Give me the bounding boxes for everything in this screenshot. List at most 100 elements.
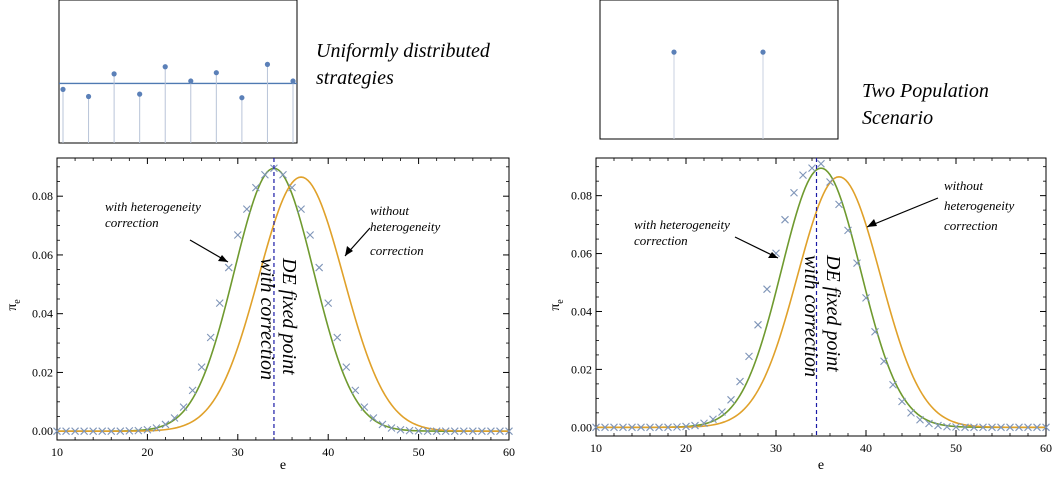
- right-inset-marks: [671, 49, 766, 139]
- left-y-axis-label-group: πe: [5, 299, 23, 311]
- right-data-marker: [844, 226, 852, 235]
- left-y-axis-symbol: π: [5, 304, 20, 311]
- right-data-marker: [979, 423, 987, 432]
- right-data-marker: [646, 423, 654, 432]
- left-x-tick-label: 50: [413, 445, 425, 459]
- right-without-correction-label-1: without: [944, 178, 983, 193]
- right-data-marker: [907, 408, 915, 417]
- right-data-marker: [1015, 423, 1023, 432]
- left-data-marker: [351, 386, 360, 395]
- right-without-arrow-head: [867, 219, 877, 227]
- left-inset-point: [213, 70, 219, 76]
- right-data-marker: [952, 423, 960, 431]
- right-data-marker: [610, 423, 618, 432]
- right-data-marker: [682, 422, 690, 431]
- right-data-marker: [817, 159, 825, 168]
- left-y-tick-label: 0.00: [32, 424, 53, 438]
- right-series: [592, 158, 1050, 436]
- left-series: [53, 158, 513, 440]
- left-x-tick-label: 60: [503, 445, 515, 459]
- left-inset-point: [188, 78, 194, 84]
- left-data-marker: [505, 427, 513, 436]
- right-data-marker: [700, 419, 708, 428]
- right-data-marker: [718, 408, 726, 416]
- left-data-marker: [315, 263, 324, 272]
- right-data-marker: [799, 171, 807, 179]
- left-data-marker: [459, 427, 468, 436]
- left-with-arrow-head: [218, 255, 228, 262]
- right-y-tick-label: 0.00: [571, 420, 592, 434]
- left-fixed-point-label-2: with correction: [256, 258, 278, 380]
- right-inset-point: [760, 49, 766, 55]
- right-inset: [599, 0, 839, 140]
- right-data-marker: [754, 320, 762, 329]
- left-caption-line-2: strategies: [316, 67, 394, 89]
- right-data-marker: [790, 188, 798, 197]
- right-x-tick-label: 30: [770, 441, 782, 455]
- right-data-marker: [826, 178, 834, 186]
- left-data-marker: [143, 425, 152, 434]
- left-data-marker: [396, 425, 405, 434]
- left-inset-point: [137, 91, 143, 97]
- right-data-marker: [835, 200, 843, 209]
- right-data-marker: [961, 423, 969, 432]
- right-data-marker: [1024, 423, 1032, 432]
- right-ticks: 10 20 30 40 50 60 0.00 0.02 0.04 0.06 0.08: [571, 158, 1052, 455]
- left-data-marker: [423, 427, 432, 436]
- left-data-marker: [170, 414, 179, 422]
- left-y-axis-label: πe: [5, 299, 23, 311]
- left-y-tick-label: 0.02: [32, 365, 53, 379]
- right-data-marker: [925, 419, 933, 428]
- left-fixed-point-label-group: DE fixed point with correction: [256, 257, 300, 380]
- right-without-arrow-shaft: [866, 197, 939, 228]
- right-data-marker: [889, 380, 897, 389]
- right-x-tick-label: 40: [860, 441, 872, 455]
- right-data-marker: [637, 423, 645, 432]
- left-without-correction-curve: [57, 176, 509, 432]
- right-fixed-point-label-2: with correction: [800, 255, 822, 377]
- left-x-tick-label: 30: [232, 445, 244, 459]
- left-without-correction-label-1: without: [370, 203, 409, 218]
- right-data-marker: [745, 352, 753, 361]
- left-data-marker: [80, 427, 89, 436]
- right-x-tick-label: 10: [590, 441, 602, 455]
- right-data-marker: [808, 164, 816, 173]
- left-data-marker: [107, 427, 116, 436]
- left-data-marker: [251, 183, 260, 192]
- left-without-arrow-head: [345, 246, 353, 256]
- left-data-marker: [242, 205, 251, 214]
- right-with-correction-label-2: correction: [634, 233, 688, 248]
- left-x-axis-label: e: [280, 458, 286, 473]
- right-y-axis-symbol: π: [548, 304, 563, 311]
- right-data-marker: [970, 423, 978, 432]
- right-data-marker: [853, 259, 861, 268]
- left-data-marker: [369, 414, 378, 422]
- right-data-marker: [997, 423, 1005, 432]
- right-y-tick-label: 0.04: [571, 304, 592, 318]
- left-x-tick-label: 40: [322, 445, 334, 459]
- left-inset-point: [85, 93, 92, 100]
- left-data-marker: [125, 427, 134, 435]
- left-data-marker: [405, 426, 414, 435]
- left-inset-marks: [59, 61, 297, 143]
- right-data-marker: [664, 423, 672, 432]
- left-y-tick-label: 0.04: [32, 307, 53, 321]
- right-data-marker: [880, 357, 888, 366]
- left-data-marker: [215, 299, 224, 308]
- left-with-correction-label-1: with heterogeneity: [105, 199, 201, 214]
- right-data-marker: [916, 415, 924, 424]
- left-data-marker: [179, 403, 188, 411]
- right-data-marker: [727, 395, 735, 404]
- left-main-plot: 10 20 30 40 50 600.000.020.040.060.08 e πe wi…: [5, 157, 515, 473]
- right-data-marker: [763, 285, 771, 294]
- left-with-correction-label-2: correction: [105, 215, 159, 230]
- left-inset-frame: [58, 0, 298, 144]
- right-x-tick-label: 50: [950, 441, 962, 455]
- left-data-marker: [487, 427, 495, 436]
- left-caption-line-1: Uniformly distributed: [316, 40, 491, 62]
- left-data-marker: [378, 420, 387, 429]
- right-data-marker: [1033, 423, 1041, 432]
- left-y-tick-label: 0.08: [32, 189, 53, 203]
- left-data-marker: [450, 427, 459, 436]
- right-data-marker: [943, 422, 951, 431]
